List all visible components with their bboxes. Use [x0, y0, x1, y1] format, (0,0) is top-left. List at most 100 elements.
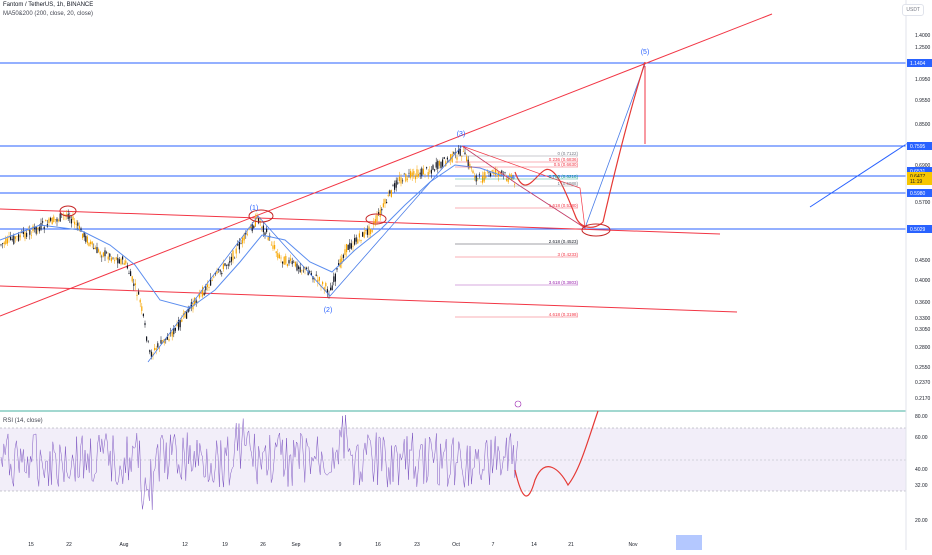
candle-body	[280, 257, 282, 259]
candle-body	[117, 257, 119, 264]
rsi-line	[0, 414, 518, 510]
price-axis-label-bg	[907, 225, 932, 233]
candle-body	[453, 152, 455, 154]
candle-body	[93, 247, 95, 249]
candle-body	[445, 161, 447, 166]
candle-body	[174, 327, 176, 331]
candle-body	[10, 236, 12, 240]
candle-body	[134, 283, 136, 286]
candle-body	[162, 340, 164, 342]
blue-trend-line	[809, 142, 909, 208]
candle-body	[115, 257, 117, 260]
candle-body	[507, 178, 509, 183]
candle-body	[125, 260, 127, 264]
candle-body	[368, 226, 370, 236]
candle-body	[35, 226, 37, 234]
candle-body	[77, 222, 79, 226]
candle-body	[344, 249, 346, 255]
candle-body	[216, 271, 218, 274]
time-axis-tick: 19	[222, 542, 228, 548]
candle-body	[296, 263, 298, 271]
candle-body	[258, 218, 260, 224]
candle-body	[2, 243, 4, 244]
candle-body	[432, 165, 434, 170]
rsi-projection-path	[514, 410, 599, 497]
fib-level-label: 0.236 (0.6836)	[549, 157, 579, 162]
candle-body	[102, 252, 104, 257]
price-axis-tick: 0.4500	[915, 258, 931, 264]
candle-body	[213, 276, 215, 278]
candle-body	[229, 260, 231, 263]
candle-body	[301, 269, 303, 271]
candle-body	[411, 172, 413, 177]
candle-body	[378, 212, 380, 215]
candle-body	[406, 178, 408, 180]
candle-body	[325, 282, 327, 287]
candle-body	[397, 182, 399, 184]
candle-body	[218, 269, 220, 270]
price-axis-label-bg	[907, 189, 932, 197]
candle-body	[450, 154, 452, 161]
currency-button[interactable]: USDT	[902, 4, 924, 16]
candle-body	[317, 279, 319, 283]
price-axis-tick: 1.4000	[915, 33, 931, 39]
candle-body	[139, 299, 141, 303]
candle-body	[170, 332, 172, 334]
candle-body	[186, 311, 188, 319]
candle-body	[307, 271, 309, 276]
candle-body	[221, 272, 223, 275]
time-range-highlight	[676, 535, 702, 550]
candle-body	[240, 243, 242, 244]
candle-body	[291, 261, 293, 265]
candle-body	[210, 278, 212, 286]
candle-body	[83, 232, 85, 238]
candle-body	[251, 223, 253, 232]
candle-body	[288, 260, 290, 264]
candle-body	[285, 255, 287, 264]
candle-body	[390, 190, 392, 197]
candle-body	[245, 232, 247, 235]
candle-body	[336, 268, 338, 270]
candle-body	[158, 347, 160, 349]
candle-body	[272, 245, 274, 249]
candle-body	[166, 336, 168, 340]
candle-body	[440, 162, 442, 168]
candle-body	[365, 230, 367, 232]
candle-body	[40, 223, 42, 230]
candle-body	[330, 287, 332, 291]
candle-body	[462, 151, 464, 152]
candle-body	[19, 235, 21, 238]
candle-body	[203, 293, 205, 295]
rsi-axis-tick: 60.00	[915, 435, 928, 441]
candle-body	[286, 264, 288, 266]
wave-label: (5)	[641, 49, 650, 56]
price-axis-label: 11:19	[910, 179, 922, 185]
candle-body	[392, 185, 394, 187]
candle-body	[386, 202, 388, 204]
fib-level-label: 3 (0.4233)	[557, 252, 578, 257]
candle-body	[54, 219, 56, 220]
candle-body	[238, 242, 240, 250]
candle-body	[181, 319, 183, 322]
candle-body	[48, 218, 50, 223]
highlight-ellipse	[365, 213, 387, 225]
price-axis-label-bg	[907, 142, 932, 150]
candle-body	[403, 173, 405, 175]
candle-body	[104, 250, 106, 257]
price-axis-tick: 0.6900	[915, 163, 931, 169]
candle-body	[419, 172, 421, 175]
candle-body	[91, 241, 93, 245]
candle-body	[469, 163, 471, 168]
candle-body	[394, 183, 396, 190]
candle-body	[474, 175, 476, 178]
candle-body	[18, 234, 20, 241]
rsi-axis-tick: 20.00	[915, 518, 928, 524]
candle-body	[86, 236, 88, 244]
candle-body	[202, 286, 204, 297]
candle-body	[74, 221, 76, 225]
price-axis-label-bg	[907, 177, 932, 185]
candle-body	[266, 228, 268, 233]
time-axis-tick: Nov	[629, 542, 638, 548]
